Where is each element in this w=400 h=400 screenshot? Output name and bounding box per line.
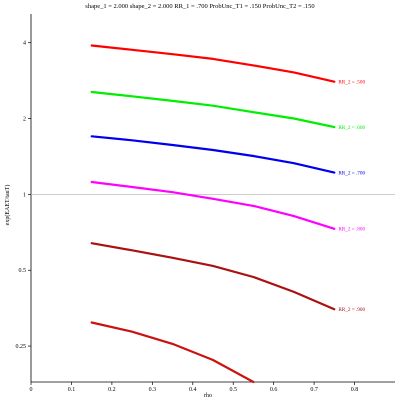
y-axis-label: exp(EAET/tauT) — [4, 185, 11, 226]
x-tick-label: 0.5 — [229, 387, 237, 393]
series-line — [90, 242, 336, 311]
x-axis-label: rho — [204, 393, 212, 399]
y-tick-label: 0.5 — [19, 268, 27, 274]
series-line — [90, 90, 336, 129]
x-tick-label: 0.1 — [68, 387, 76, 393]
x-tick-label: 0.2 — [108, 387, 116, 393]
series-label: RR_2 = .600 — [338, 125, 365, 131]
series-label: RR_2 = .700 — [338, 170, 365, 176]
x-tick-label: 0.3 — [149, 387, 157, 393]
series-label: RR_2 = .800 — [338, 227, 365, 233]
y-tick-label: 4 — [23, 41, 26, 47]
series-label: RR_2 = .500 — [338, 80, 365, 86]
x-tick-label: 0.6 — [270, 387, 278, 393]
y-tick-label: 1 — [23, 192, 26, 198]
x-tick-label: 0.7 — [310, 387, 318, 393]
x-tick-label: 0.8 — [351, 387, 359, 393]
series-line — [90, 180, 336, 230]
y-tick-label: 0.25 — [16, 344, 27, 350]
series-line — [90, 321, 255, 384]
series-line — [90, 44, 336, 83]
series-line — [90, 135, 336, 174]
x-tick-label: 0 — [30, 387, 33, 393]
series-label: RR_2 = .900 — [338, 307, 365, 313]
chart-title: shape_1 = 2.000 shape_2 = 2.000 RR_1 = .… — [85, 3, 314, 10]
y-tick-label: 2 — [23, 117, 26, 123]
x-tick-label: 0.4 — [189, 387, 197, 393]
